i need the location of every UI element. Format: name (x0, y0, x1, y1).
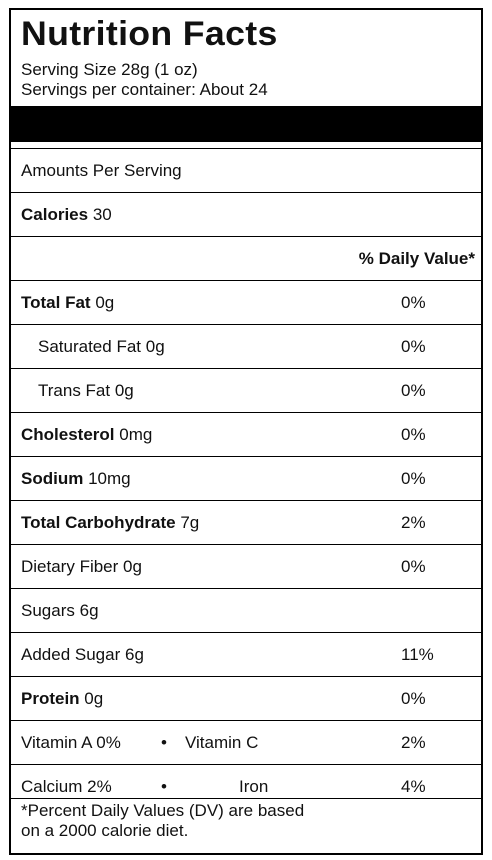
vitamin-row-a-c: Vitamin A 0% • Vitamin C 2% (11, 720, 481, 764)
amounts-per-serving-row: Amounts Per Serving (11, 148, 481, 192)
nutrient-name: Total Carbohydrate 7g (21, 513, 200, 532)
vitamin-c-dv: 2% (401, 733, 426, 752)
footnote-line-1: *Percent Daily Values (DV) are based (21, 801, 305, 820)
vitamin-c: Vitamin C (185, 733, 259, 752)
daily-value-header-row: % Daily Value* (11, 236, 481, 280)
calories: Calories 30 (21, 205, 112, 224)
nutrient-dv: 0% (401, 469, 426, 488)
nutrient-row-cholesterol: Cholesterol 0mg 0% (11, 412, 481, 456)
nutrient-name: Trans Fat 0g (38, 381, 134, 400)
mineral-row-calcium-iron: Calcium 2% • Iron 4% (11, 764, 481, 808)
amounts-per-serving: Amounts Per Serving (21, 161, 182, 180)
nutrient-dv: 0% (401, 425, 426, 444)
nutrient-name: Added Sugar 6g (21, 645, 144, 664)
nutrient-name: Sugars 6g (21, 601, 99, 620)
nutrient-name: Dietary Fiber 0g (21, 557, 142, 576)
nutrient-row-dietary-fiber: Dietary Fiber 0g 0% (11, 544, 481, 588)
iron-dv: 4% (401, 777, 426, 796)
calcium: Calcium 2% (21, 777, 112, 796)
footnote: *Percent Daily Values (DV) are based on … (11, 798, 481, 853)
label-title: Nutrition Facts (21, 15, 278, 53)
thick-divider (11, 106, 481, 142)
nutrient-dv: 0% (401, 689, 426, 708)
nutrient-row-sodium: Sodium 10mg 0% (11, 456, 481, 500)
calories-row: Calories 30 (11, 192, 481, 236)
vitamin-a: Vitamin A 0% (21, 733, 121, 752)
footnote-line-2: on a 2000 calorie diet. (21, 821, 189, 840)
nutrient-dv: 11% (401, 645, 434, 664)
nutrient-row-total-fat: Total Fat 0g 0% (11, 280, 481, 324)
nutrient-dv: 0% (401, 293, 426, 312)
nutrient-name: Cholesterol 0mg (21, 425, 153, 444)
nutrient-dv: 2% (401, 513, 426, 532)
bullet-separator: • (161, 733, 167, 752)
daily-value-header: % Daily Value* (358, 249, 475, 268)
nutrient-row-sugars: Sugars 6g (11, 588, 481, 632)
nutrient-dv: 0% (401, 381, 426, 400)
nutrient-name: Sodium 10mg (21, 469, 131, 488)
nutrient-row-added-sugar: Added Sugar 6g 11% (11, 632, 481, 676)
iron: Iron (239, 777, 269, 796)
nutrient-dv: 0% (401, 337, 426, 356)
nutrient-name: Saturated Fat 0g (38, 337, 165, 356)
bullet-separator: • (161, 777, 167, 796)
nutrition-facts-label: Nutrition Facts Serving Size 28g (1 oz) … (9, 8, 483, 855)
nutrient-row-trans-fat: Trans Fat 0g 0% (11, 368, 481, 412)
nutrient-row-saturated-fat: Saturated Fat 0g 0% (11, 324, 481, 368)
nutrient-dv: 0% (401, 557, 426, 576)
nutrient-row-total-carbohydrate: Total Carbohydrate 7g 2% (11, 500, 481, 544)
servings-per-container: Servings per container: About 24 (21, 80, 268, 99)
nutrient-name: Protein 0g (21, 689, 104, 708)
nutrient-name: Total Fat 0g (21, 293, 115, 312)
serving-size: Serving Size 28g (1 oz) (21, 60, 198, 79)
nutrient-row-protein: Protein 0g 0% (11, 676, 481, 720)
